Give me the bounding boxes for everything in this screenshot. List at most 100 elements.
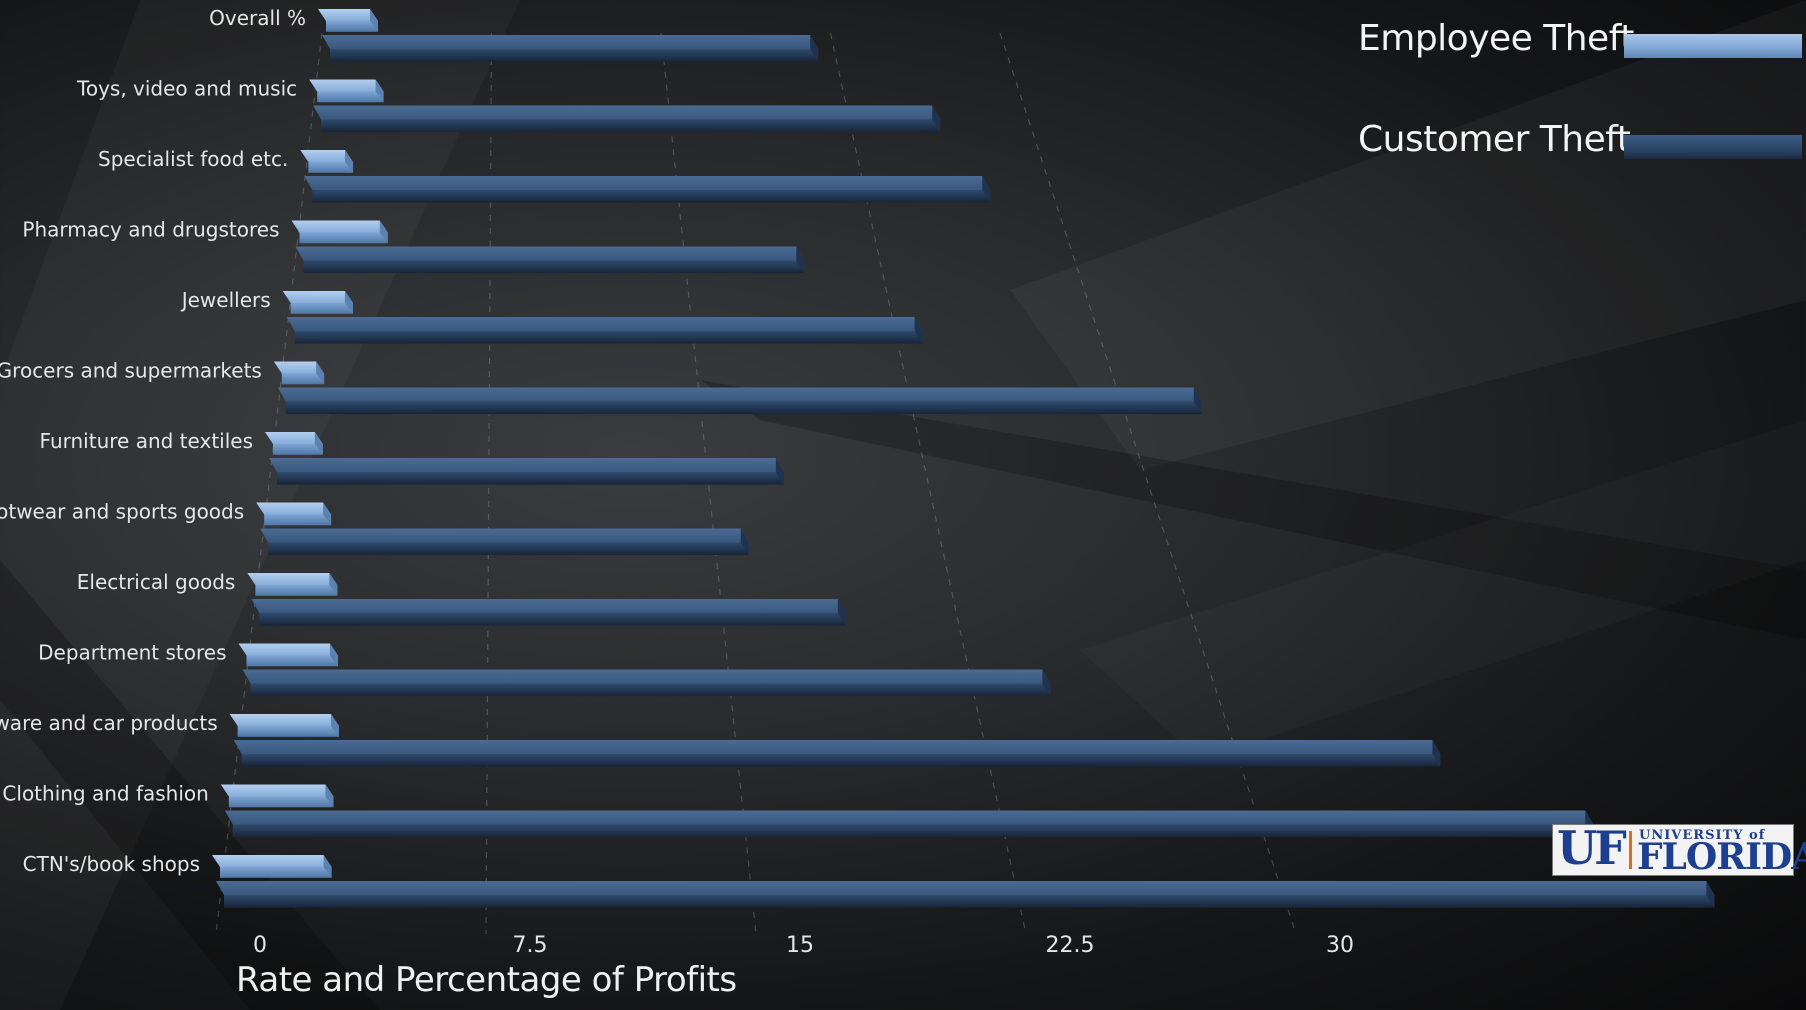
employee-theft-bar-front xyxy=(326,21,378,32)
employee-theft-bar-front xyxy=(220,867,332,878)
grid-line xyxy=(999,32,1297,935)
customer-theft-bar-front xyxy=(268,542,749,556)
customer-theft-bar-top xyxy=(322,35,819,49)
grid-lines xyxy=(215,32,1297,935)
category-label: Jewellers xyxy=(180,288,271,312)
employee-theft-bar-top xyxy=(318,9,378,21)
customer-theft-bar-front xyxy=(330,49,819,62)
customer-theft-bar-front xyxy=(259,613,846,626)
employee-theft-bar-front xyxy=(228,796,334,808)
customer-theft-bar xyxy=(313,105,941,133)
customer-theft-bar-side xyxy=(740,528,749,556)
category-label: Clothing and fashion xyxy=(2,782,208,806)
legend-item-employee-theft: Employee Theft xyxy=(1358,18,1806,78)
customer-theft-bar-top xyxy=(286,317,923,331)
customer-theft-bar-front xyxy=(224,895,1715,908)
customer-theft-bar-top xyxy=(251,599,846,613)
customer-theft-bar-side xyxy=(775,458,784,485)
employee-theft-bar-side xyxy=(344,291,353,314)
customer-theft-bar-top xyxy=(295,246,805,261)
customer-theft-bar-side xyxy=(914,317,923,344)
customer-theft-bar xyxy=(233,740,1441,767)
category-labels: Overall % Toys, video and music Specialist… xyxy=(0,6,306,876)
customer-theft-bar xyxy=(304,176,991,203)
customer-theft-bar-side xyxy=(932,105,941,133)
employee-theft-bar-front xyxy=(273,444,323,455)
category-label: hardware and car products xyxy=(0,711,218,735)
logo-uf-text: UF xyxy=(1557,821,1627,875)
employee-theft-bar-side xyxy=(314,432,323,455)
category-label: Electrical goods xyxy=(77,570,236,594)
employee-theft-bar-front xyxy=(308,162,354,173)
customer-theft-bar-front xyxy=(294,331,923,344)
customer-theft-bar xyxy=(277,387,1202,415)
customer-theft-bar xyxy=(251,599,846,626)
employee-theft-bar-side xyxy=(345,150,354,173)
legend-item-customer-theft: Customer Theft xyxy=(1358,119,1806,179)
x-tick-label: 7.5 xyxy=(513,933,548,958)
customer-theft-bar-side xyxy=(1432,740,1441,767)
x-tick-label: 22.5 xyxy=(1046,933,1095,958)
customer-theft-bar-front xyxy=(285,401,1202,415)
employee-theft-bar xyxy=(212,855,332,878)
employee-theft-bar-top xyxy=(300,150,354,162)
x-axis-ticks: 0 7.5 15 22.5 30 xyxy=(253,933,1354,958)
category-label: Footwear and sports goods xyxy=(0,500,244,524)
employee-theft-bar-front xyxy=(299,232,388,244)
x-tick-label: 0 xyxy=(253,933,267,958)
employee-theft-bar xyxy=(229,714,339,737)
legend-swatch-employee-theft xyxy=(1624,34,1802,58)
customer-theft-bar-top xyxy=(269,458,784,472)
employee-theft-bar xyxy=(238,643,338,667)
x-tick-label: 30 xyxy=(1326,933,1354,958)
employee-theft-bar-top xyxy=(247,573,338,585)
customer-theft-bar-top xyxy=(224,810,1594,825)
customer-theft-bar-side xyxy=(837,599,846,626)
grid-line xyxy=(660,32,757,935)
employee-theft-bar-side xyxy=(329,643,338,667)
employee-theft-bar xyxy=(247,573,338,596)
customer-theft-bar-side xyxy=(810,35,819,62)
customer-theft-bar-side xyxy=(796,246,805,274)
customer-theft-bar-top xyxy=(277,387,1202,402)
employee-theft-bar-top xyxy=(212,855,332,867)
customer-theft-bar xyxy=(242,669,1051,697)
employee-theft-bar-top xyxy=(309,79,384,92)
employee-theft-bar-front xyxy=(237,726,339,737)
category-label: Toys, video and music xyxy=(76,77,297,101)
employee-theft-bar-top xyxy=(256,502,332,515)
customer-theft-bar xyxy=(322,35,819,62)
employee-theft-bar-side xyxy=(330,714,339,737)
customer-theft-bar-top xyxy=(304,176,991,190)
employee-theft-bar-side xyxy=(316,361,325,385)
customer-theft-bar-front xyxy=(232,824,1594,838)
employee-theft-bar xyxy=(318,9,378,32)
employee-theft-bar xyxy=(300,150,354,173)
employee-theft-bar-top xyxy=(273,361,325,374)
category-label: CTN's/book shops xyxy=(23,852,200,876)
legend-label-employee-theft: Employee Theft xyxy=(1358,18,1634,59)
employee-theft-bar xyxy=(291,220,388,244)
category-label: Grocers and supermarkets xyxy=(0,359,262,383)
university-of-florida-logo: UF UNIVERSITY of FLORIDA xyxy=(1552,821,1806,877)
employee-theft-bar-top xyxy=(282,291,353,303)
employee-theft-bar-front xyxy=(246,655,338,667)
category-label: Specialist food etc. xyxy=(98,147,288,171)
employee-theft-bar xyxy=(273,361,325,385)
employee-theft-bar-front xyxy=(317,91,384,103)
category-label: Overall % xyxy=(209,6,306,30)
customer-theft-bar-front xyxy=(277,472,784,485)
category-label: Department stores xyxy=(38,641,226,665)
customer-theft-bar-side xyxy=(1193,387,1202,415)
employee-theft-bar-side xyxy=(369,9,378,32)
employee-theft-bar xyxy=(220,784,334,808)
customer-theft-bar-front xyxy=(321,119,941,133)
customer-theft-bar xyxy=(286,317,923,344)
customer-theft-bar-side xyxy=(982,176,991,203)
logo-university-text: UNIVERSITY of xyxy=(1639,828,1766,843)
customer-theft-bar-front xyxy=(250,683,1051,697)
customer-theft-bar xyxy=(224,810,1594,838)
employee-theft-bar-front xyxy=(264,514,332,526)
customer-theft-bar-front xyxy=(303,260,805,274)
